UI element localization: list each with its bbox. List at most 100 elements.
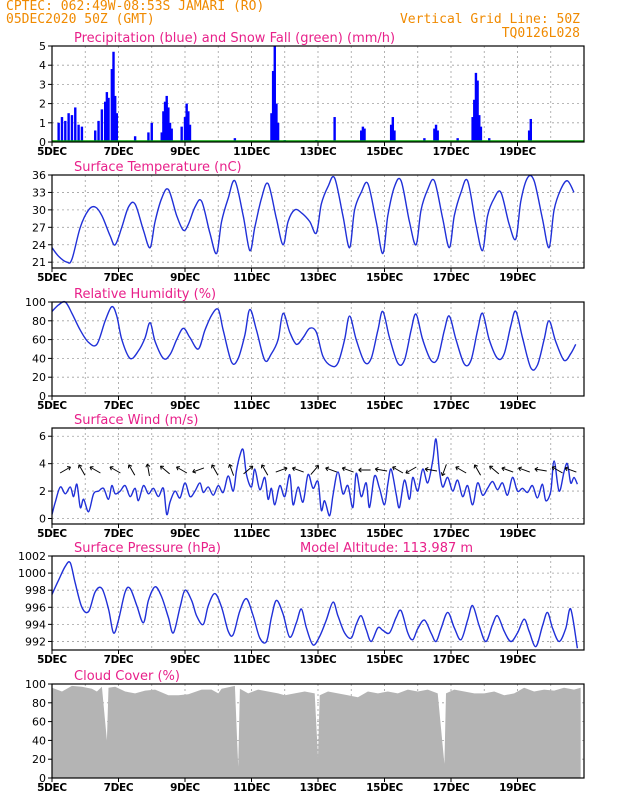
- wind-arrow: [455, 466, 467, 474]
- panel-title: Relative Humidity (%): [74, 287, 216, 302]
- plot-frame: [51, 174, 585, 269]
- panel-title: Precipitation (blue) and Snow Fall (gree…: [74, 31, 395, 46]
- y-tick-label: 36: [32, 169, 46, 182]
- precip-bar: [391, 117, 395, 142]
- precip-bar: [360, 130, 363, 142]
- plot-frame: [51, 301, 585, 397]
- wind-arrow: [275, 466, 288, 473]
- x-tick-label: 7DEC: [104, 654, 134, 666]
- x-tick-label: 13DEC: [300, 146, 337, 158]
- wind-arrow-shaft: [551, 466, 563, 474]
- panel-rh: 0 20 40 60 80 100 5DEC 7DEC 9DEC 11DEC 13DEC 15DEC 1…: [25, 287, 585, 412]
- wind-arrow-head: [564, 466, 569, 472]
- plot-frame: [51, 427, 585, 525]
- precip-bar: [473, 99, 476, 142]
- x-tick-label: 15DEC: [366, 782, 403, 794]
- precip-bar: [57, 122, 60, 142]
- wind-arrow: [424, 466, 438, 472]
- panel-title: Surface Temperature (nC): [74, 160, 242, 175]
- wind-arrow: [564, 466, 577, 473]
- wind-arrow: [310, 464, 320, 475]
- y-tick-label: 2: [39, 98, 46, 111]
- x-tick-label: 15DEC: [366, 528, 403, 540]
- panel-title: Surface Pressure (hPa): [74, 541, 221, 556]
- wind-arrow: [392, 466, 404, 474]
- wind-arrow: [291, 466, 304, 473]
- y-tick-label: 33: [32, 186, 46, 199]
- precip-bar: [105, 92, 109, 142]
- wind-arrow-shaft: [211, 464, 219, 476]
- x-tick-label: 5DEC: [37, 654, 67, 666]
- wind-arrow-shaft: [375, 468, 388, 472]
- wind-arrow-shaft: [392, 466, 404, 474]
- wind-arrow: [473, 464, 482, 476]
- wind-arrow-shaft: [474, 464, 482, 476]
- wind-arrow-head: [341, 466, 346, 472]
- wind-arrow-shaft: [59, 466, 71, 474]
- x-tick-label: 15DEC: [366, 272, 403, 284]
- precip-bar: [187, 111, 190, 142]
- wind-arrow-head: [473, 464, 479, 469]
- wind-arrow-head: [176, 466, 181, 471]
- wind-arrow: [260, 464, 269, 476]
- wind-arrow-head: [192, 468, 197, 474]
- precip-bar: [147, 132, 150, 142]
- precip-bar: [133, 136, 137, 142]
- x-tick-label: 5DEC: [37, 782, 67, 794]
- wind-arrow-shaft: [489, 465, 500, 475]
- wind-arrow: [109, 466, 121, 474]
- x-tick-label: 7DEC: [104, 528, 134, 540]
- precip-bar: [188, 124, 192, 142]
- wind-arrow: [405, 466, 417, 474]
- x-tick-label: 17DEC: [433, 146, 470, 158]
- precip-bar: [433, 128, 436, 142]
- precip-bar: [276, 122, 280, 142]
- y-tick-label: 0: [39, 513, 46, 526]
- x-tick-label: 13DEC: [300, 528, 337, 540]
- wind-arrow-head: [260, 464, 266, 469]
- y-tick-label: 20: [32, 371, 46, 384]
- wind-arrow-shaft: [292, 467, 304, 473]
- wind-arrow-head: [455, 466, 460, 471]
- precip-bar: [77, 124, 80, 142]
- cloud-cover-area: [52, 685, 581, 778]
- y-tick-label: 100: [25, 678, 46, 691]
- x-tick-label: 11DEC: [233, 654, 270, 666]
- y-tick-label: 4: [39, 59, 46, 72]
- precip-bar: [162, 111, 165, 142]
- y-tick-label: 0: [39, 390, 46, 403]
- precip-bar: [74, 107, 77, 142]
- precip-bar: [456, 138, 459, 142]
- precip-bar: [393, 130, 396, 142]
- y-tick-label: 80: [32, 697, 46, 710]
- precip-bar: [67, 113, 70, 142]
- precip-bar: [183, 117, 187, 142]
- wind-arrow-shaft: [441, 464, 447, 476]
- precip-bar: [479, 126, 483, 142]
- wind-arrow-shaft: [455, 466, 467, 474]
- x-tick-label: 7DEC: [104, 272, 134, 284]
- precip-bar: [107, 97, 110, 142]
- precip-bar: [115, 113, 119, 142]
- wind-arrow-head: [424, 466, 429, 472]
- header-date: 05DEC2020 50Z (GMT): [6, 12, 155, 27]
- wind-arrow-head: [551, 466, 556, 471]
- x-tick-label: 9DEC: [170, 654, 200, 666]
- wind-arrow-shaft: [564, 467, 577, 473]
- precip-bar: [476, 80, 479, 142]
- y-tick-label: 21: [32, 256, 46, 269]
- plot-frame: [51, 45, 585, 143]
- wind-arrow-head: [78, 464, 83, 469]
- wind-arrow-shaft: [109, 466, 121, 474]
- wind-arrow: [243, 465, 254, 475]
- y-tick-label: 40: [32, 734, 46, 747]
- wind-arrow: [440, 464, 447, 477]
- y-tick-label: 80: [32, 315, 46, 328]
- precip-bar: [185, 103, 188, 142]
- wind-arrow-head: [501, 466, 506, 472]
- precip-bar: [160, 132, 163, 142]
- precip-bar: [64, 120, 67, 142]
- panel-pressure: 992 994 996 998 1000 1002 5DEC 7DEC 9DEC 11DEC 13D…: [18, 541, 585, 666]
- x-tick-label: 19DEC: [499, 654, 536, 666]
- wind-arrow: [159, 465, 170, 475]
